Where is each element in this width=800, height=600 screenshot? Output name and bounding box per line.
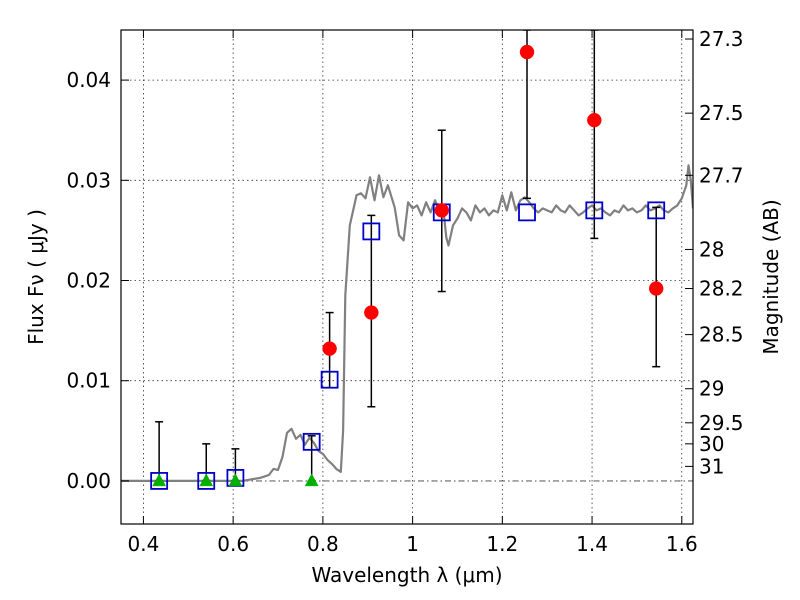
nondetection-point <box>199 473 214 487</box>
observed-point <box>322 341 337 356</box>
nondetection-point <box>228 473 243 487</box>
model-spectrum-line <box>121 164 693 482</box>
x-tick-label: 1.6 <box>666 532 698 556</box>
x-tick-label: 1.2 <box>486 532 518 556</box>
right-tick-label: 30 <box>699 432 724 456</box>
y-tick-label: 0.03 <box>66 168 111 192</box>
y-axis-label: Flux Fν ( μJy ) <box>24 209 48 345</box>
x-tick-label: 1 <box>406 532 419 556</box>
observed-point <box>364 305 379 320</box>
model-photometry-point <box>362 222 381 241</box>
model-photometry-point <box>518 203 536 222</box>
right-axis-label: Magnitude (AB) <box>759 199 783 354</box>
x-tick-label: 0.6 <box>217 532 249 556</box>
right-tick-label: 27.3 <box>699 27 744 51</box>
y-tick-label: 0.01 <box>66 369 111 393</box>
model-photometry-point <box>320 370 339 389</box>
y-tick-label: 0.00 <box>66 469 111 493</box>
right-tick-label: 31 <box>699 454 724 478</box>
model-photometry-point <box>302 432 321 451</box>
model-photometry-point <box>197 472 216 490</box>
right-tick-label: 28 <box>699 237 724 261</box>
observed-point <box>648 281 664 296</box>
right-tick-label: 28.2 <box>699 277 744 301</box>
x-axis-label: Wavelength λ (μm) <box>311 563 502 587</box>
right-tick-label: 29 <box>699 377 724 401</box>
model-photometry-point <box>647 201 666 220</box>
nondetection-point <box>304 473 319 487</box>
model-photometry-point <box>585 201 604 220</box>
right-tick-label: 27.5 <box>699 101 744 125</box>
x-tick-label: 1.4 <box>576 532 608 556</box>
y-tick-label: 0.02 <box>66 269 111 293</box>
plot-area <box>121 30 693 524</box>
right-tick-label: 29.5 <box>699 411 744 435</box>
data-layer <box>121 30 693 490</box>
right-tick-label: 28.5 <box>699 323 744 347</box>
x-tick-label: 0.4 <box>128 532 160 556</box>
nondetection-point <box>152 473 167 487</box>
ticks: 0.4 0.6 0.8 1 1.2 1.4 1.6 0.00 0.01 0.02 0.03 0.04 2… <box>66 27 743 556</box>
observed-point <box>434 203 450 218</box>
observed-point <box>519 44 535 60</box>
right-tick-label: 27.7 <box>699 163 744 187</box>
y-tick-label: 0.04 <box>66 68 111 92</box>
plot-frame <box>120 29 694 525</box>
x-tick-label: 0.8 <box>307 532 339 556</box>
model-photometry-point <box>150 472 169 490</box>
observed-point <box>587 112 602 128</box>
